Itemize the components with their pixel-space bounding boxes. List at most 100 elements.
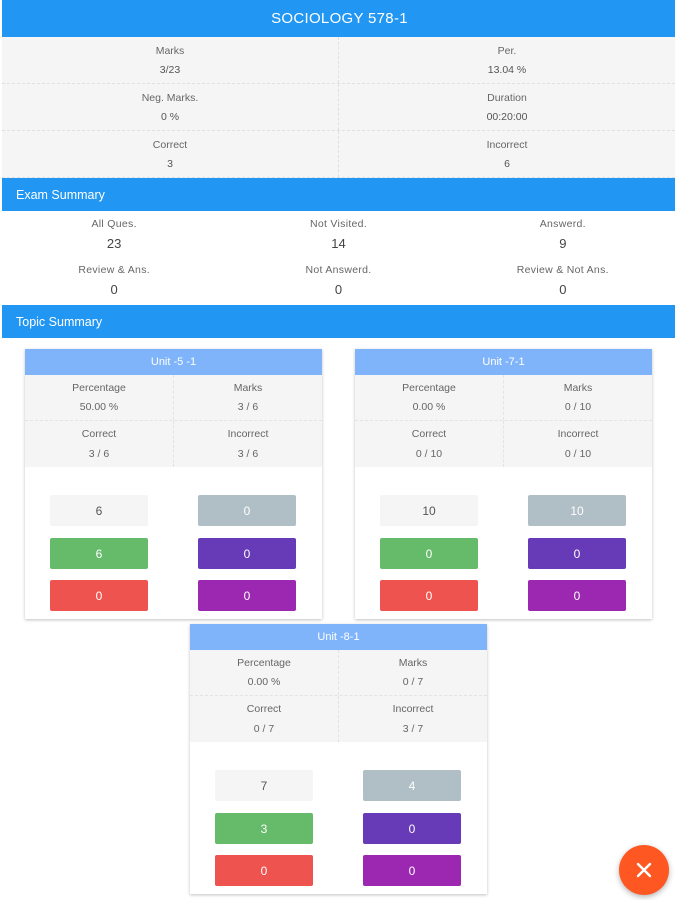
topic-card-stats: Percentage 0.00 % Marks 0 / 10 Correct 0…: [355, 375, 652, 467]
not-visited-tile: 0: [198, 495, 296, 526]
close-icon: [636, 862, 652, 878]
stat-label: Per.: [497, 44, 517, 57]
percentage-stat: Percentage 0.00 %: [355, 375, 504, 420]
incorrect-stat: Incorrect 3 / 6: [174, 421, 322, 467]
topic-card: Unit -8-1 Percentage 0.00 % Marks 0 / 7 …: [190, 624, 487, 894]
topic-card-stats: Percentage 0.00 % Marks 0 / 7 Correct 0 …: [190, 650, 487, 742]
stat-value: 0 / 7: [253, 723, 275, 735]
stat-value: 3 / 6: [237, 448, 259, 460]
review-answered-stat: Review & Ans. 0: [2, 257, 226, 303]
section-title: Topic Summary: [16, 314, 103, 329]
stat-label: Marks: [233, 381, 263, 394]
topic-stats-row: Percentage 0.00 % Marks 0 / 7: [190, 650, 487, 696]
stat-label: Correct: [152, 138, 188, 151]
answered-stat: Answerd. 9: [451, 211, 675, 257]
stat-label: Review & Ans.: [78, 263, 150, 276]
topic-card-stats: Percentage 50.00 % Marks 3 / 6 Correct 3…: [25, 375, 322, 467]
stat-label: Percentage: [237, 656, 291, 669]
topic-stats-row: Correct 3 / 6 Incorrect 3 / 6: [25, 421, 322, 467]
review-not-answered-stat: Review & Not Ans. 0: [451, 257, 675, 303]
stat-label: Marks: [563, 381, 593, 394]
stat-label: Duration: [487, 91, 527, 104]
stat-label: Not Answerd.: [305, 263, 372, 276]
incorrect-stat: Incorrect 0 / 10: [504, 421, 652, 467]
review-answered-tile: 0: [363, 813, 461, 844]
correct-stat: Correct 3: [2, 131, 339, 177]
stat-value: 0 / 10: [564, 401, 592, 414]
incorrect-stat: Incorrect 6: [339, 131, 675, 177]
stat-value: 13.04 %: [487, 63, 527, 76]
total-questions-tile: 10: [380, 495, 478, 526]
not-answered-stat: Not Answerd. 0: [226, 257, 450, 303]
marks-stat: Marks 0 / 10: [504, 375, 652, 420]
correct-tile: 6: [50, 538, 148, 569]
app-header: SOCIOLOGY 578-1: [2, 0, 675, 37]
stat-value: 50.00 %: [79, 401, 119, 414]
negative-marks-stat: Neg. Marks. 0 %: [2, 84, 339, 130]
topic-card: Unit -7-1 Percentage 0.00 % Marks 0 / 10…: [355, 349, 652, 619]
stat-value: 00:20:00: [486, 110, 528, 123]
stat-label: Percentage: [72, 381, 126, 394]
review-not-answered-tile: 0: [198, 580, 296, 611]
stats-row: Neg. Marks. 0 % Duration 00:20:00: [2, 84, 675, 131]
review-not-answered-tile: 0: [528, 580, 626, 611]
exam-summary-header: Exam Summary: [2, 178, 675, 211]
stat-value: 0 %: [160, 110, 180, 123]
stats-row: Correct 3 Incorrect 6: [2, 131, 675, 178]
stat-value: 23: [106, 235, 122, 251]
stat-label: Review & Not Ans.: [516, 263, 609, 276]
correct-stat: Correct 0 / 10: [355, 421, 504, 467]
stat-value: 3 / 6: [237, 401, 259, 414]
section-title: Exam Summary: [16, 187, 105, 202]
topic-card-title: Unit -7-1: [355, 349, 652, 375]
topic-stats-row: Correct 0 / 7 Incorrect 3 / 7: [190, 696, 487, 742]
topic-stats-row: Correct 0 / 10 Incorrect 0 / 10: [355, 421, 652, 467]
marks-stat: Marks 0 / 7: [339, 650, 487, 695]
topic-card-title: Unit -8-1: [190, 624, 487, 650]
marks-stat: Marks 3 / 6: [174, 375, 322, 420]
stat-value: 3/23: [159, 63, 181, 76]
not-visited-stat: Not Visited. 14: [226, 211, 450, 257]
correct-tile: 0: [380, 538, 478, 569]
stat-label: Correct: [246, 703, 282, 715]
score-stats: Marks 3/23 Per. 13.04 % Neg. Marks. 0 % …: [2, 37, 675, 178]
stat-label: Answerd.: [539, 217, 586, 230]
stat-label: Incorrect: [227, 428, 269, 440]
stat-value: 0 / 7: [402, 676, 424, 689]
stat-value: 0.00 %: [412, 401, 446, 414]
stat-value: 0 / 10: [564, 448, 592, 460]
stat-label: Incorrect: [557, 428, 599, 440]
incorrect-tile: 0: [50, 580, 148, 611]
stat-value: 3: [167, 157, 173, 170]
close-button[interactable]: [619, 845, 669, 895]
stat-value: 0: [334, 281, 343, 297]
not-visited-tile: 10: [528, 495, 626, 526]
review-not-answered-tile: 0: [363, 855, 461, 886]
topic-summary-header: Topic Summary: [2, 305, 675, 338]
correct-stat: Correct 3 / 6: [25, 421, 174, 467]
topic-card-title: Unit -5 -1: [25, 349, 322, 375]
topic-card: Unit -5 -1 Percentage 50.00 % Marks 3 / …: [25, 349, 322, 619]
stat-value: 0 / 10: [415, 448, 443, 460]
all-questions-stat: All Ques. 23: [2, 211, 226, 257]
stat-value: 0: [110, 281, 118, 297]
duration-stat: Duration 00:20:00: [339, 84, 675, 130]
percentage-stat: Per. 13.04 %: [339, 37, 675, 83]
stat-value: 3 / 6: [88, 448, 110, 460]
incorrect-tile: 0: [380, 580, 478, 611]
stat-label: Incorrect: [486, 138, 528, 151]
not-visited-tile: 4: [363, 770, 461, 801]
stat-value: 0: [559, 281, 567, 297]
stat-label: Marks: [398, 656, 428, 669]
stat-label: Correct: [411, 428, 447, 440]
topic-stats-row: Percentage 50.00 % Marks 3 / 6: [25, 375, 322, 421]
stat-label: Incorrect: [392, 703, 434, 715]
exam-summary-row: All Ques. 23 Not Visited. 14 Answerd. 9: [2, 211, 675, 257]
percentage-stat: Percentage 0.00 %: [190, 650, 339, 695]
stats-row: Marks 3/23 Per. 13.04 %: [2, 37, 675, 84]
stat-value: 9: [559, 235, 567, 251]
stat-label: Not Visited.: [309, 217, 368, 230]
exam-summary: All Ques. 23 Not Visited. 14 Answerd. 9 …: [2, 211, 675, 304]
review-answered-tile: 0: [198, 538, 296, 569]
page-title: SOCIOLOGY 578-1: [271, 10, 408, 27]
